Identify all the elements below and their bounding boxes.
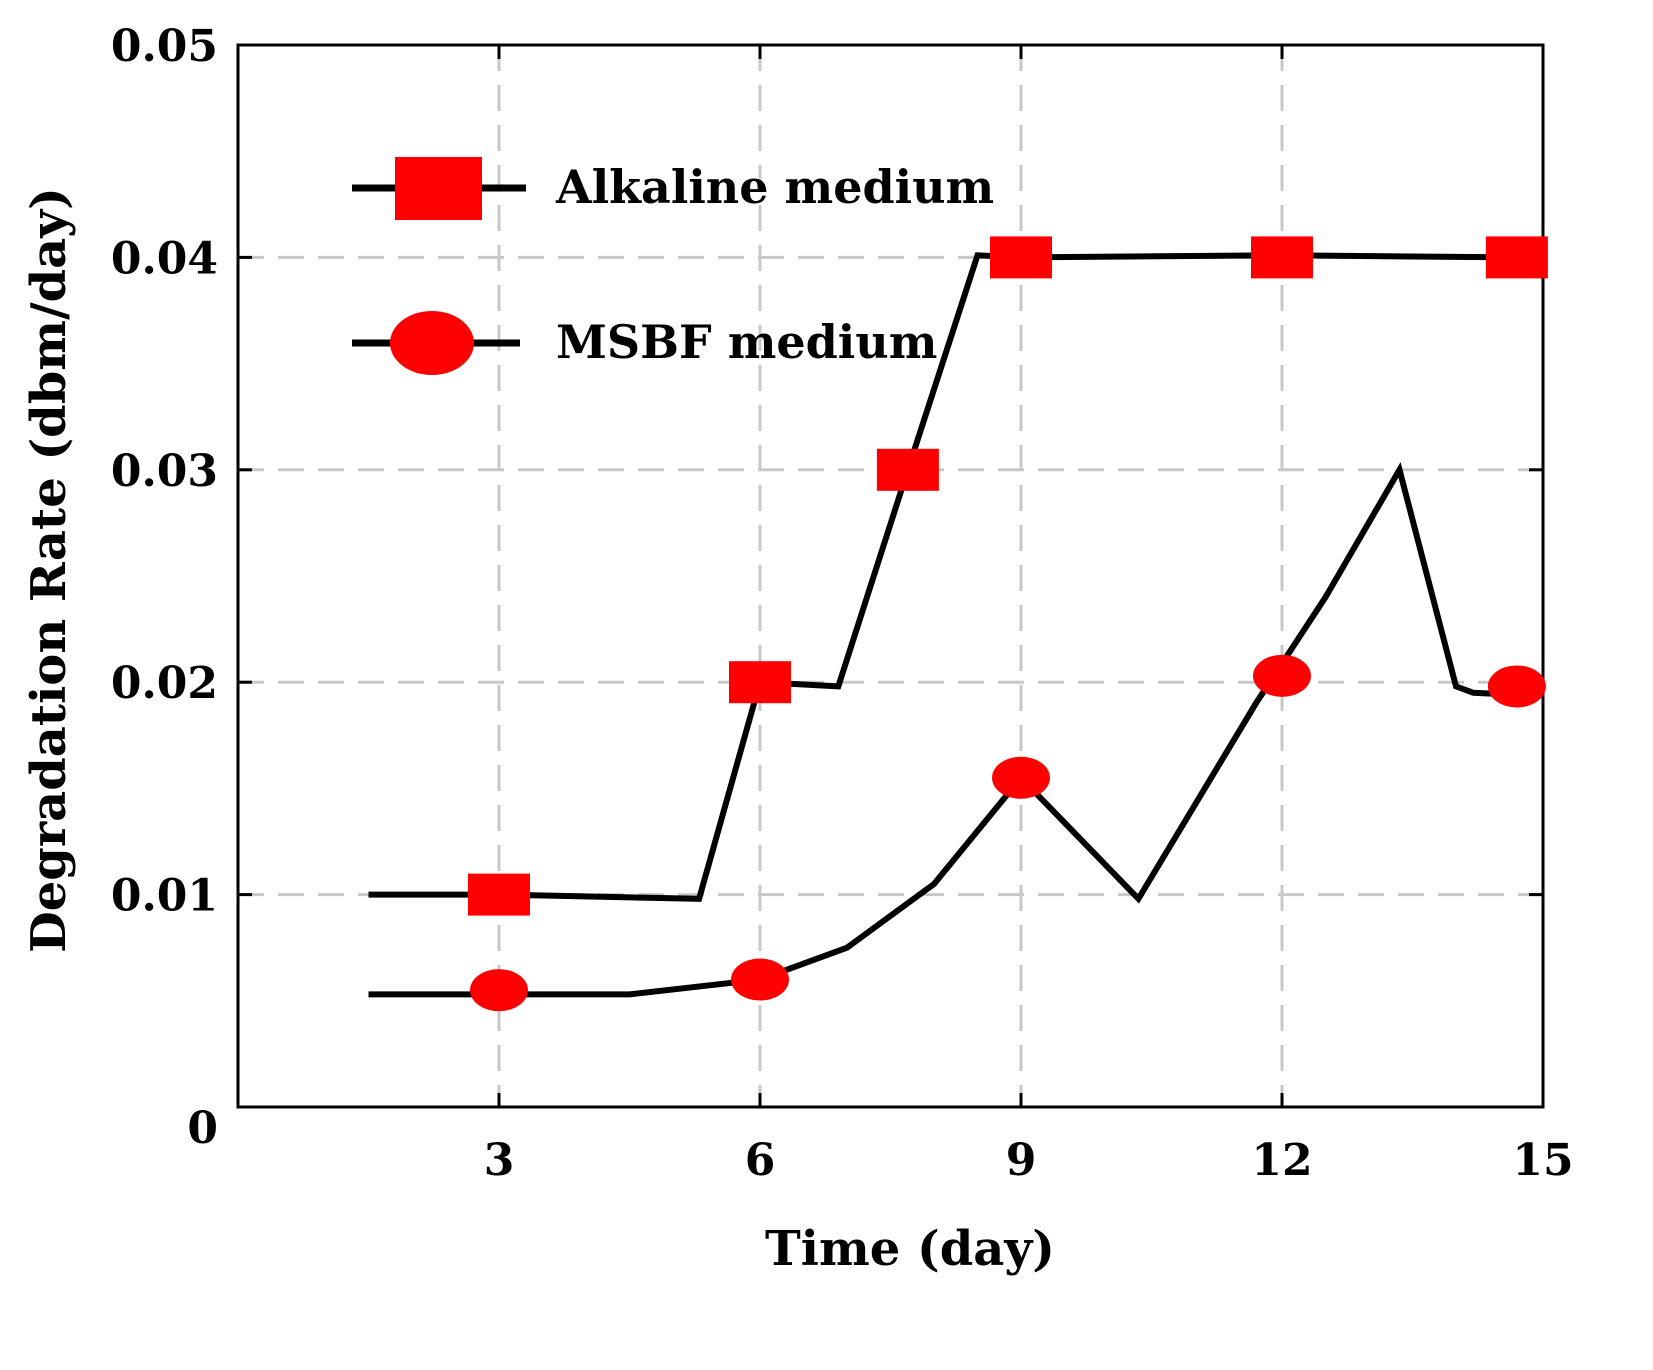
y-axis-title: Degradation Rate (dbm/day) (21, 187, 77, 953)
legend-marker-circle (390, 311, 474, 375)
plot-border (236, 43, 1545, 1109)
y-tick-label-0: 0 (187, 1103, 218, 1154)
y-tick-label-2: 0.02 (111, 658, 218, 709)
series-line-alkaline-medium (368, 252, 1517, 902)
tick-marks (238, 43, 1545, 1109)
y-tick-label-3: 0.03 (111, 446, 218, 497)
legend-marker-square (395, 157, 482, 220)
legend-label-alkaline: Alkaline medium (555, 160, 994, 214)
x-axis-title: Time (day) (765, 1221, 1055, 1277)
x-tick-label-1: 6 (745, 1135, 776, 1186)
marker-alkaline-medium-3 (990, 236, 1052, 279)
marker-msbf-medium-3 (1253, 654, 1311, 697)
legend: Alkaline medium MSBF medium (352, 157, 994, 375)
marker-msbf-medium-0 (470, 969, 528, 1012)
x-tick-label-3: 12 (1251, 1135, 1312, 1186)
x-tick-label-4: 15 (1512, 1135, 1573, 1186)
x-tick-labels: 3 6 9 12 15 (484, 1135, 1574, 1186)
plot-frame (236, 43, 1545, 1109)
y-tick-labels: 0 0.01 0.02 0.03 0.04 0.05 (111, 21, 218, 1154)
marker-alkaline-medium-0 (468, 873, 530, 916)
marker-alkaline-medium-1 (729, 661, 791, 704)
x-tick-label-2: 9 (1006, 1135, 1037, 1186)
series-line-msbf-medium (368, 461, 1518, 998)
y-tick-label-1: 0.01 (111, 871, 218, 922)
marker-msbf-medium-4 (1487, 665, 1546, 708)
legend-label-msbf: MSBF medium (556, 315, 937, 369)
marker-msbf-medium-1 (731, 958, 789, 1001)
series-markers (468, 236, 1548, 1012)
y-tick-label-4: 0.04 (111, 233, 218, 284)
marker-msbf-medium-2 (992, 756, 1050, 799)
marker-alkaline-medium-5 (1485, 236, 1548, 279)
marker-alkaline-medium-4 (1251, 236, 1313, 279)
series-lines (368, 252, 1518, 998)
y-tick-label-5: 0.05 (111, 21, 218, 72)
x-tick-label-0: 3 (484, 1135, 515, 1186)
marker-alkaline-medium-2 (876, 448, 939, 491)
